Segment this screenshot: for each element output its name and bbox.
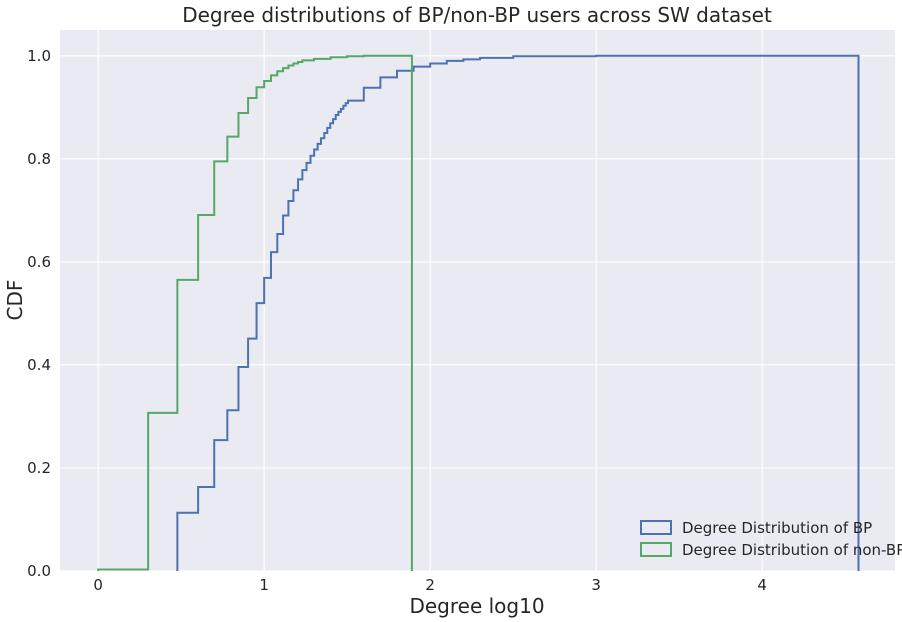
legend-swatch-bp bbox=[640, 520, 672, 535]
legend-swatch-non-bp bbox=[640, 542, 672, 557]
legend-label-bp: Degree Distribution of BP bbox=[682, 519, 872, 537]
x-tick-label: 2 bbox=[425, 576, 435, 594]
y-tick-labels: 0.0 0.2 0.4 0.6 0.8 1.0 bbox=[27, 47, 51, 580]
x-tick-labels: 0 1 2 3 4 bbox=[93, 576, 767, 594]
series-line-non-bp bbox=[97, 54, 413, 571]
grid bbox=[60, 30, 895, 572]
y-tick-label: 0.0 bbox=[27, 562, 51, 580]
plot-background bbox=[60, 30, 895, 571]
series-line-bp bbox=[176, 54, 860, 571]
y-tick-label: 0.4 bbox=[27, 356, 51, 374]
y-tick-label: 1.0 bbox=[27, 47, 51, 65]
legend: Degree Distribution of BP Degree Distrib… bbox=[640, 519, 902, 559]
x-tick-label: 3 bbox=[591, 576, 601, 594]
x-tick-label: 0 bbox=[93, 576, 103, 594]
legend-label-non-bp: Degree Distribution of non-BP bbox=[682, 541, 902, 559]
series-layer bbox=[97, 54, 860, 571]
y-tick-label: 0.6 bbox=[27, 253, 51, 271]
x-axis-label: Degree log10 bbox=[409, 594, 544, 618]
y-tick-label: 0.8 bbox=[27, 150, 51, 168]
y-tick-label: 0.2 bbox=[27, 459, 51, 477]
x-tick-label: 4 bbox=[757, 576, 767, 594]
chart-title: Degree distributions of BP/non-BP users … bbox=[182, 3, 772, 27]
x-tick-label: 1 bbox=[259, 576, 269, 594]
y-axis-label: CDF bbox=[3, 280, 27, 321]
